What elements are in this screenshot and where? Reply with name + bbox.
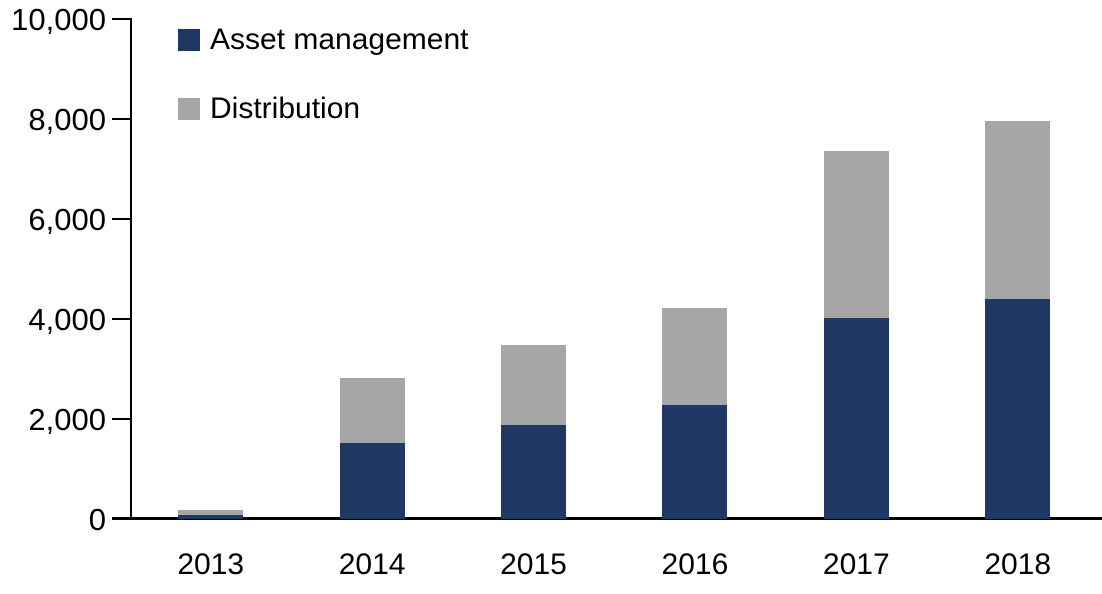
legend-label-asset-management: Asset management xyxy=(210,23,469,56)
bar-2015-distribution xyxy=(501,344,566,425)
x-axis-label-2018: 2018 xyxy=(984,548,1052,581)
bar-2018-asset-management xyxy=(985,299,1051,519)
legend-label-distribution: Distribution xyxy=(210,92,361,125)
x-axis-line xyxy=(112,517,1102,520)
bar-2016-distribution xyxy=(662,308,728,405)
y-axis-line xyxy=(130,18,132,520)
bar-2013-distribution xyxy=(178,509,244,515)
y-axis-tick-4000 xyxy=(112,318,131,320)
y-axis-label-8000: 8,000 xyxy=(28,102,106,137)
legend-item-asset-management: Asset management xyxy=(178,25,468,55)
y-axis-tick-10000 xyxy=(112,18,131,20)
bar-2014-asset-management xyxy=(339,442,405,519)
bar-2018-distribution xyxy=(985,120,1051,299)
y-axis-label-6000: 6,000 xyxy=(28,202,106,237)
x-axis-label-2016: 2016 xyxy=(661,548,729,581)
y-axis-label-2000: 2,000 xyxy=(28,402,106,437)
legend-item-distribution: Distribution xyxy=(178,94,360,124)
y-axis-tick-0 xyxy=(112,518,131,520)
y-axis-label-4000: 4,000 xyxy=(28,302,106,337)
y-axis-label-0: 0 xyxy=(88,502,106,537)
legend-swatch-distribution-icon xyxy=(178,98,200,120)
x-axis-label-2014: 2014 xyxy=(338,548,406,581)
x-axis-label-2013: 2013 xyxy=(177,548,245,581)
bar-2014-distribution xyxy=(339,377,405,443)
y-axis-tick-6000 xyxy=(112,218,131,220)
bar-2013-asset-management xyxy=(178,514,244,519)
bar-2016-asset-management xyxy=(662,404,728,519)
bar-2015-asset-management xyxy=(501,425,566,519)
y-axis-label-10000: 10,000 xyxy=(11,2,106,37)
legend-swatch-asset-management-icon xyxy=(178,29,200,51)
y-axis-tick-8000 xyxy=(112,118,131,120)
x-axis-label-2015: 2015 xyxy=(500,548,567,581)
x-axis-label-2017: 2017 xyxy=(822,548,890,581)
bar-2017-asset-management xyxy=(823,317,889,519)
y-axis-tick-2000 xyxy=(112,418,131,420)
bar-2017-distribution xyxy=(823,151,889,318)
